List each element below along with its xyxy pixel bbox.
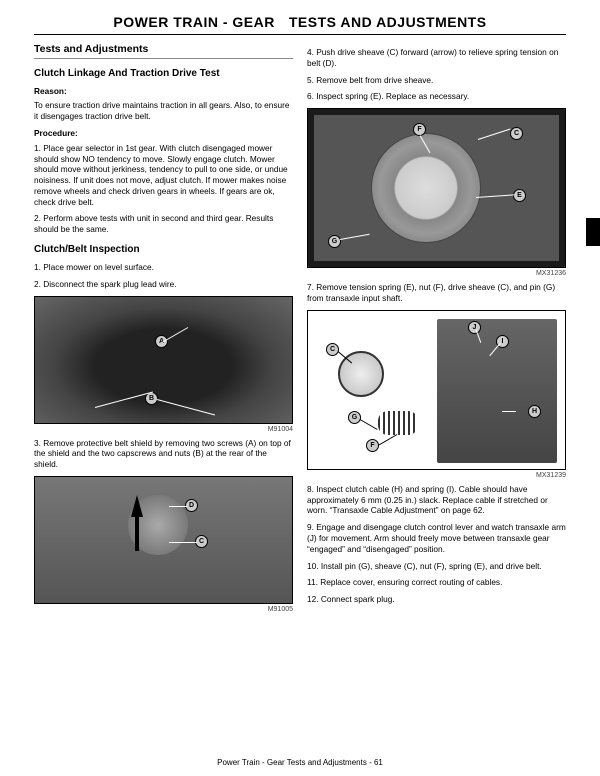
- procedure-step: 11. Replace cover, ensuring correct rout…: [307, 577, 566, 588]
- procedure-step: 4. Push drive sheave (C) forward (arrow)…: [307, 47, 566, 69]
- arrow-icon: [131, 495, 143, 517]
- header-left: POWER TRAIN - GEAR: [113, 14, 274, 30]
- page-footer: Power Train - Gear Tests and Adjustments…: [0, 758, 600, 767]
- reason-text: To ensure traction drive maintains tract…: [34, 100, 293, 122]
- spring-icon: [378, 411, 418, 435]
- procedure-step: 3. Remove protective belt shield by remo…: [34, 438, 293, 470]
- figure-caption: MX31239: [307, 471, 566, 480]
- reason-label: Reason:: [34, 86, 293, 97]
- figure-caption: M91005: [34, 605, 293, 614]
- procedure-step: 9. Engage and disengage clutch control l…: [307, 522, 566, 554]
- figure-m91005: D C: [34, 476, 293, 604]
- subsection-title: Clutch/Belt Inspection: [34, 243, 293, 256]
- left-column: Tests and Adjustments Clutch Linkage And…: [34, 43, 293, 618]
- procedure-label: Procedure:: [34, 128, 293, 139]
- page-header: POWER TRAIN - GEAR TESTS AND ADJUSTMENTS: [34, 0, 566, 35]
- procedure-step: 5. Remove belt from drive sheave.: [307, 75, 566, 86]
- callout-h: H: [528, 405, 541, 418]
- figure-m91004: A B: [34, 296, 293, 424]
- arrow-stem: [135, 515, 139, 551]
- procedure-step: 2. Perform above tests with unit in seco…: [34, 213, 293, 235]
- figure-caption: M91004: [34, 425, 293, 434]
- callout-g: G: [348, 411, 361, 424]
- header-right: TESTS AND ADJUSTMENTS: [289, 14, 487, 30]
- right-column: 4. Push drive sheave (C) forward (arrow)…: [307, 43, 566, 618]
- procedure-step: 1. Place mower on level surface.: [34, 262, 293, 273]
- content: Tests and Adjustments Clutch Linkage And…: [0, 35, 600, 618]
- procedure-step: 7. Remove tension spring (E), nut (F), d…: [307, 282, 566, 304]
- procedure-step: 10. Install pin (G), sheave (C), nut (F)…: [307, 561, 566, 572]
- figure-detail: [371, 133, 481, 243]
- section-title: Tests and Adjustments: [34, 43, 293, 59]
- procedure-step: 6. Inspect spring (E). Replace as necess…: [307, 91, 566, 102]
- callout-c: C: [510, 127, 523, 140]
- section-tab: [586, 218, 600, 246]
- figure-caption: MX31236: [307, 269, 566, 278]
- procedure-step: 1. Place gear selector in 1st gear. With…: [34, 143, 293, 208]
- callout-e: E: [513, 189, 526, 202]
- figure-mx31236: F C E G: [307, 108, 566, 268]
- callout-g: G: [328, 235, 341, 248]
- figure-mx31239: C G F J I H: [307, 310, 566, 470]
- callout-c: C: [326, 343, 339, 356]
- callout-j: J: [468, 321, 481, 334]
- procedure-step: 8. Inspect clutch cable (H) and spring (…: [307, 484, 566, 516]
- procedure-step: 12. Connect spark plug.: [307, 594, 566, 605]
- subsection-title: Clutch Linkage And Traction Drive Test: [34, 67, 293, 80]
- procedure-step: 2. Disconnect the spark plug lead wire.: [34, 279, 293, 290]
